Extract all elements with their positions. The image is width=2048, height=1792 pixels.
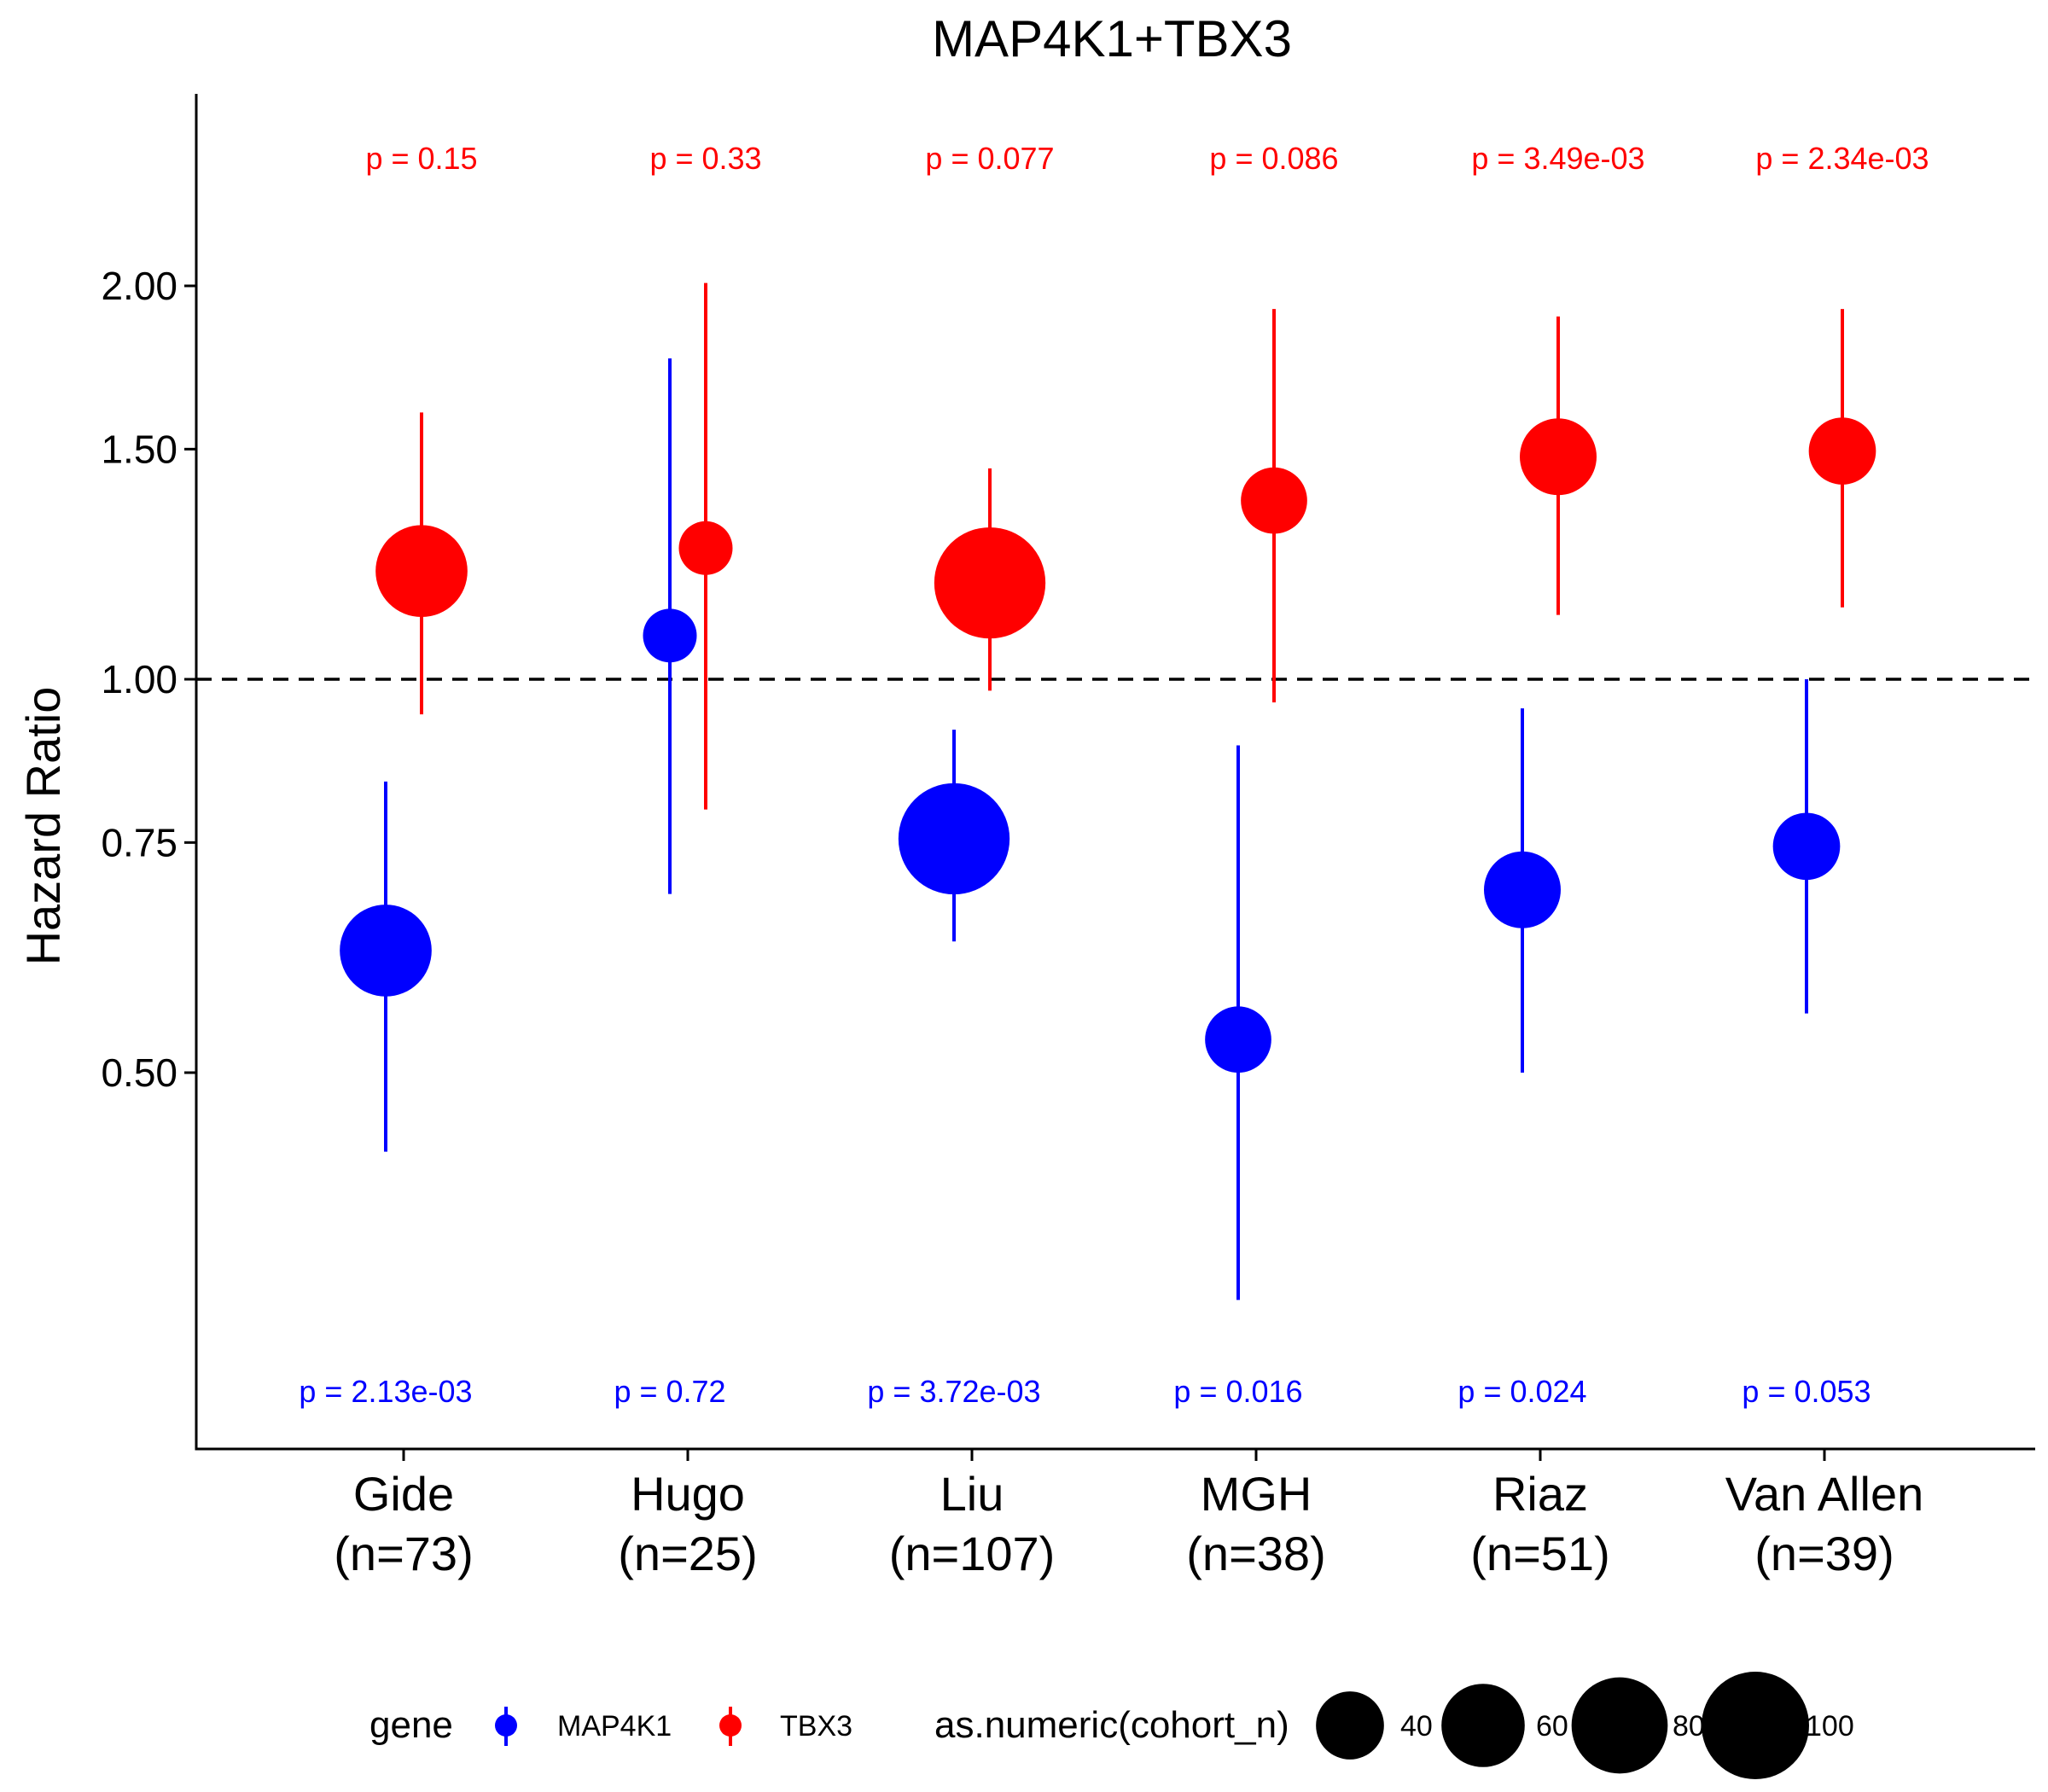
legend-label: 40 <box>1400 1710 1433 1743</box>
x-tick-label: Hugo <box>631 1467 745 1521</box>
y-tick-label: 1.00 <box>101 657 177 701</box>
p-value-label: p = 3.72e-03 <box>867 1374 1040 1409</box>
x-tick-label: MGH <box>1201 1467 1312 1521</box>
y-tick-label: 0.50 <box>101 1050 177 1095</box>
x-tick-label: Van Allen <box>1725 1467 1923 1521</box>
data-point <box>1808 417 1876 485</box>
x-tick-label: (n=107) <box>889 1527 1056 1580</box>
x-tick-label: (n=73) <box>334 1527 473 1580</box>
x-tick-label: Riaz <box>1492 1467 1588 1521</box>
legend-size-key <box>1571 1677 1668 1774</box>
x-tick-label: (n=25) <box>618 1527 757 1580</box>
data-point <box>934 527 1046 639</box>
p-value-label: p = 0.72 <box>614 1374 725 1409</box>
x-tick-label: (n=38) <box>1186 1527 1325 1580</box>
legend-size-key <box>1702 1672 1809 1779</box>
data-point <box>1484 851 1561 928</box>
p-value-label: p = 0.33 <box>649 141 761 176</box>
x-tick-label: (n=39) <box>1754 1527 1894 1580</box>
legend: gene MAP4K1 TBX3 as.numeric(cohort_n) 40 60 80… <box>369 1672 1854 1779</box>
legend-key-point <box>495 1714 517 1737</box>
legend-label: MAP4K1 <box>557 1710 672 1743</box>
p-value-label: p = 2.13e-03 <box>299 1374 472 1409</box>
legend-size-key <box>1441 1684 1525 1767</box>
data-point <box>1241 467 1307 534</box>
data-point <box>1520 418 1597 496</box>
data-point <box>375 525 468 618</box>
legend-label: 100 <box>1806 1710 1854 1743</box>
data-point <box>1772 812 1841 881</box>
p-value-label: p = 0.024 <box>1457 1374 1586 1409</box>
y-tick-label: 0.75 <box>101 820 177 864</box>
p-value-label: p = 3.49e-03 <box>1471 141 1644 176</box>
x-tick-label: Liu <box>940 1467 1004 1521</box>
legend-label: 80 <box>1673 1710 1705 1743</box>
legend-size-key <box>1316 1691 1384 1760</box>
y-tick-label: 1.50 <box>101 427 177 471</box>
p-value-label: p = 0.077 <box>925 141 1054 176</box>
legend-label: 60 <box>1536 1710 1568 1743</box>
data-point <box>643 608 697 663</box>
p-value-label: p = 0.016 <box>1173 1374 1302 1409</box>
plot-area: 0.50 0.75 1.00 1.50 2.00 Gide (n=73) Hugo (n=25)… <box>101 94 2035 1580</box>
legend-title: gene <box>369 1704 453 1746</box>
legend-label: TBX3 <box>780 1710 852 1743</box>
data-point <box>340 905 432 997</box>
y-tick-label: 2.00 <box>101 264 177 308</box>
p-value-label: p = 0.15 <box>365 141 477 176</box>
data-point <box>898 783 1010 895</box>
x-tick-label: (n=51) <box>1470 1527 1609 1580</box>
p-value-label: p = 0.086 <box>1209 141 1338 176</box>
p-value-label: p = 2.34e-03 <box>1755 141 1929 176</box>
data-point <box>678 521 733 575</box>
legend-title: as.numeric(cohort_n) <box>934 1704 1289 1746</box>
chart-title: MAP4K1+TBX3 <box>932 10 1292 67</box>
data-point <box>1205 1006 1271 1073</box>
p-value-label: p = 0.053 <box>1742 1374 1871 1409</box>
x-tick-label: Gide <box>353 1467 454 1521</box>
legend-key-point <box>719 1714 742 1737</box>
y-axis-label: Hazard Ratio <box>16 687 70 966</box>
